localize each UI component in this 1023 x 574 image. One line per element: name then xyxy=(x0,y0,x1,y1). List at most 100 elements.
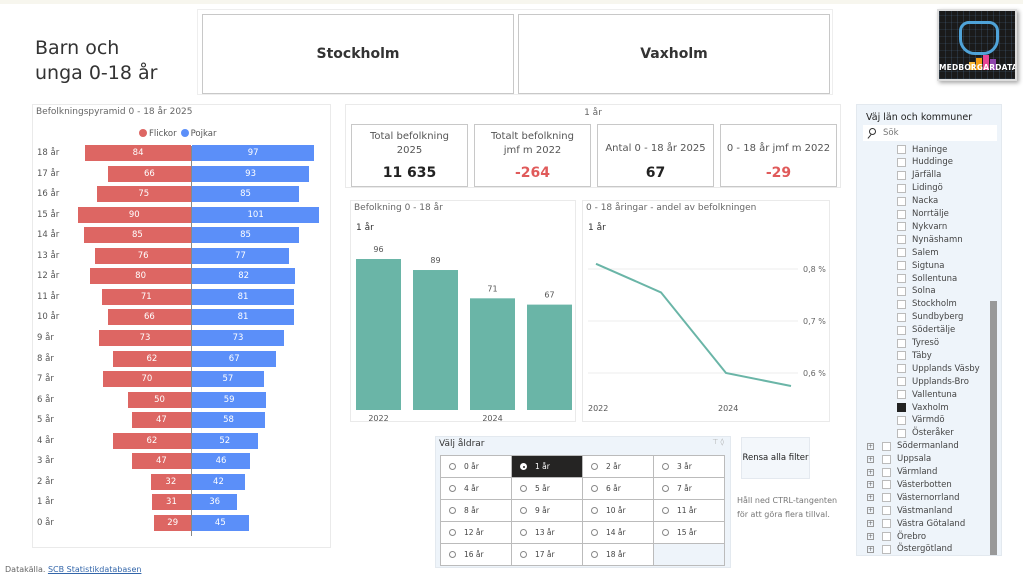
pyramid-bar-boys[interactable]: 85 xyxy=(192,227,300,244)
age-option[interactable]: 8 år xyxy=(441,500,512,522)
age-option[interactable]: 5 år xyxy=(512,478,583,500)
checkbox[interactable] xyxy=(897,145,906,154)
data-source-link[interactable]: SCB Statistikdatabasen xyxy=(47,565,142,574)
municipality-item[interactable]: Nynäshamn xyxy=(897,233,963,246)
pyramid-bar-girls[interactable]: 62 xyxy=(112,350,191,367)
pyramid-bar-boys[interactable]: 58 xyxy=(192,412,266,429)
checkbox[interactable] xyxy=(882,441,891,451)
municipality-item[interactable]: Vaxholm xyxy=(897,401,949,414)
municipality-item[interactable]: Upplands-Bro xyxy=(897,375,969,388)
scrollbar[interactable] xyxy=(990,301,997,555)
municipality-item[interactable]: Täby xyxy=(897,349,932,362)
bar[interactable] xyxy=(413,270,458,410)
pyramid-bar-boys[interactable]: 57 xyxy=(192,371,264,388)
pyramid-bar-boys[interactable]: 97 xyxy=(192,145,315,161)
pyramid-bar-boys[interactable]: 81 xyxy=(192,309,295,326)
expand-icon[interactable]: + xyxy=(867,468,874,476)
expand-icon[interactable]: + xyxy=(867,507,874,515)
municipality-item[interactable]: Södertälje xyxy=(897,324,955,337)
municipality-item[interactable]: Norrtälje xyxy=(897,208,949,221)
municipality-item[interactable]: Österåker xyxy=(897,427,954,440)
pyramid-bar-girls[interactable]: 47 xyxy=(131,412,191,429)
municipality-item[interactable]: Huddinge xyxy=(897,156,953,169)
expand-icon[interactable]: + xyxy=(867,455,874,463)
bar[interactable] xyxy=(470,298,515,410)
checkbox[interactable] xyxy=(897,222,906,232)
checkbox[interactable] xyxy=(897,183,906,193)
checkbox[interactable] xyxy=(897,274,906,283)
municipality-item[interactable]: Värmdö xyxy=(897,414,945,427)
age-option[interactable]: 4 år xyxy=(441,478,512,500)
pyramid-bar-boys[interactable]: 36 xyxy=(192,494,238,511)
checkbox[interactable] xyxy=(882,493,891,503)
checkbox[interactable] xyxy=(897,235,906,245)
expand-icon[interactable]: + xyxy=(867,520,874,528)
checkbox[interactable] xyxy=(882,544,891,554)
county-item[interactable]: + Västmanland xyxy=(867,504,952,517)
municipality-item[interactable]: Sigtuna xyxy=(897,259,944,272)
municipality-item[interactable]: Järfälla xyxy=(897,169,941,182)
age-option[interactable]: 10 år xyxy=(583,500,654,522)
age-option[interactable]: 13 år xyxy=(512,522,583,544)
municipality-item[interactable]: Haninge xyxy=(897,143,947,156)
pyramid-bar-boys[interactable]: 93 xyxy=(192,165,310,182)
age-option[interactable]: 9 år xyxy=(512,500,583,522)
pyramid-bar-girls[interactable]: 73 xyxy=(99,329,191,346)
age-option[interactable]: 3 år xyxy=(654,456,725,478)
legend-girls[interactable]: Flickor xyxy=(139,129,177,139)
age-option[interactable]: 16 år xyxy=(441,544,512,566)
pyramid-bar-boys[interactable]: 59 xyxy=(192,391,267,408)
line-point[interactable] xyxy=(659,290,663,294)
county-item[interactable]: + Västra Götaland xyxy=(867,517,965,530)
municipality-item[interactable]: Vallentuna xyxy=(897,388,957,401)
pyramid-bar-boys[interactable]: 77 xyxy=(192,247,290,264)
share-line[interactable] xyxy=(595,262,792,387)
eraser-icon[interactable]: ◊ xyxy=(720,438,724,446)
pyramid-bar-girls[interactable]: 75 xyxy=(96,186,191,203)
county-item[interactable]: + Södermanland xyxy=(867,440,959,453)
pyramid-bar-girls[interactable]: 47 xyxy=(131,453,191,470)
legend-boys[interactable]: Pojkar xyxy=(180,129,216,139)
checkbox[interactable] xyxy=(897,403,906,412)
age-option[interactable]: 17 år xyxy=(512,544,583,566)
municipality-card-1[interactable]: Stockholm xyxy=(202,14,514,94)
pyramid-bar-boys[interactable]: 82 xyxy=(192,268,296,285)
line-point[interactable] xyxy=(724,371,728,375)
checkbox[interactable] xyxy=(882,519,891,529)
expand-icon[interactable]: + xyxy=(867,533,874,540)
municipality-item[interactable]: Lidingö xyxy=(897,182,943,195)
expand-icon[interactable]: + xyxy=(867,545,874,553)
age-option[interactable]: 2 år xyxy=(583,456,654,478)
age-option[interactable]: 1 år xyxy=(512,456,583,478)
age-option[interactable]: 15 år xyxy=(654,522,725,544)
checkbox[interactable] xyxy=(897,312,906,322)
clear-selection-icon[interactable]: ⊤ xyxy=(712,438,719,446)
bar[interactable] xyxy=(527,304,572,410)
municipality-card-2[interactable]: Vaxholm xyxy=(518,14,830,94)
county-item[interactable]: + Västerbotten xyxy=(867,478,952,491)
pyramid-bar-girls[interactable]: 29 xyxy=(154,514,191,531)
county-item[interactable]: + Örebro xyxy=(867,530,926,543)
pyramid-bar-girls[interactable]: 71 xyxy=(101,288,191,305)
pyramid-bar-boys[interactable]: 42 xyxy=(192,473,245,490)
age-option[interactable]: 12 år xyxy=(441,522,512,544)
checkbox[interactable] xyxy=(882,467,891,477)
county-item[interactable]: + Uppsala xyxy=(867,453,931,466)
pyramid-bar-girls[interactable]: 85 xyxy=(83,227,191,244)
age-option[interactable]: 11 år xyxy=(654,500,725,522)
municipality-item[interactable]: Upplands Väsby xyxy=(897,362,980,375)
municipality-item[interactable]: Solna xyxy=(897,285,936,298)
checkbox[interactable] xyxy=(897,299,906,309)
checkbox[interactable] xyxy=(897,248,906,258)
age-option[interactable]: 0 år xyxy=(441,456,512,478)
pyramid-bar-girls[interactable]: 76 xyxy=(95,247,191,264)
municipality-item[interactable]: Stockholm xyxy=(897,298,957,311)
municipality-item[interactable]: Nykvarn xyxy=(897,220,947,233)
checkbox[interactable] xyxy=(897,415,906,425)
municipality-item[interactable]: Nacka xyxy=(897,195,938,208)
pyramid-bar-girls[interactable]: 66 xyxy=(107,165,191,182)
checkbox[interactable] xyxy=(897,196,906,206)
checkbox[interactable] xyxy=(897,325,906,335)
municipality-item[interactable]: Sollentuna xyxy=(897,272,957,285)
checkbox[interactable] xyxy=(897,338,906,348)
